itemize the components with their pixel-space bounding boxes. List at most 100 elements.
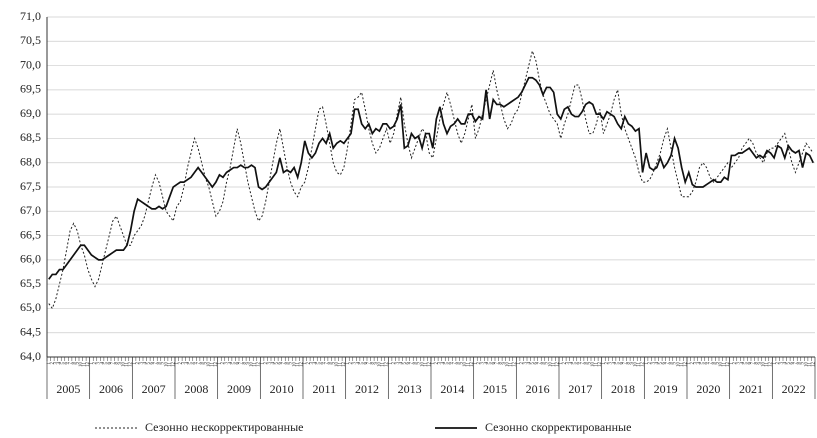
series-line: [48, 49, 814, 310]
x-tick-label: 2: [562, 362, 567, 365]
y-tick-label: 64,0: [20, 349, 41, 363]
year-label: 2014: [440, 382, 464, 396]
x-tick-label: 9: [246, 362, 251, 365]
x-tick-label: 8: [498, 362, 503, 365]
x-tick-label: 3: [267, 362, 272, 365]
x-tick-label: 7: [794, 362, 799, 365]
x-tick-label: 11: [253, 362, 258, 367]
x-tick-label: 3: [566, 362, 571, 365]
x-tick-label: 4: [100, 362, 105, 365]
x-tick-label: 9: [715, 362, 720, 365]
year-label: 2013: [398, 382, 422, 396]
x-tick-label: 1: [218, 362, 223, 365]
x-tick-label: 7: [495, 362, 500, 365]
y-tick-label: 70,5: [20, 33, 41, 47]
x-tick-label: 7: [452, 362, 457, 365]
x-tick-label: 9: [417, 362, 422, 365]
x-tick-label: 7: [410, 362, 415, 365]
x-tick-label: 2: [477, 362, 482, 365]
x-tick-label: 11: [637, 362, 642, 367]
x-tick-label: 11: [680, 362, 685, 367]
x-tick-label: 4: [58, 362, 63, 365]
x-tick-label: 12: [513, 362, 518, 368]
x-tick-label: 6: [790, 362, 795, 365]
x-tick-label: 7: [68, 362, 73, 365]
x-tick-label: 12: [342, 362, 347, 368]
x-tick-label: 1: [303, 362, 308, 365]
x-tick-label: 11: [765, 362, 770, 367]
x-tick-label: 2: [648, 362, 653, 365]
x-tick-label: 1: [644, 362, 649, 365]
x-tick-label: 3: [353, 362, 358, 365]
x-tick-label: 10: [164, 362, 169, 368]
x-tick-label: 4: [783, 362, 788, 365]
x-tick-label: 2: [136, 362, 141, 365]
y-tick-label: 71,0: [20, 9, 41, 23]
x-tick-label: 5: [573, 362, 578, 365]
year-label: 2016: [526, 382, 550, 396]
year-label: 2005: [56, 382, 80, 396]
x-tick-label: 12: [427, 362, 432, 368]
x-tick-label: 5: [360, 362, 365, 365]
x-tick-label: 9: [75, 362, 80, 365]
x-tick-label: 6: [193, 362, 198, 365]
x-tick-label: 11: [424, 362, 429, 367]
x-tick-label: 11: [210, 362, 215, 367]
x-tick-label: 12: [257, 362, 262, 368]
y-tick-label: 69,5: [20, 82, 41, 96]
x-tick-label: 8: [370, 362, 375, 365]
x-tick-label: 8: [72, 362, 77, 365]
x-tick-label: 2: [776, 362, 781, 365]
x-tick-label: 4: [399, 362, 404, 365]
x-tick-label: 2: [690, 362, 695, 365]
x-tick-label: 11: [168, 362, 173, 367]
y-tick-label: 66,0: [20, 252, 41, 266]
x-tick-label: 1: [687, 362, 692, 365]
x-tick-label: 5: [616, 362, 621, 365]
x-tick-label: 6: [619, 362, 624, 365]
x-tick-label: 7: [623, 362, 628, 365]
x-tick-label: 6: [534, 362, 539, 365]
x-tick-label: 5: [530, 362, 535, 365]
x-tick-label: 6: [321, 362, 326, 365]
y-tick-label: 66,5: [20, 227, 41, 241]
x-tick-label: 3: [54, 362, 59, 365]
x-tick-label: 7: [708, 362, 713, 365]
x-tick-label: 3: [779, 362, 784, 365]
x-tick-label: 5: [146, 362, 151, 365]
x-tick-label: 11: [594, 362, 599, 367]
x-tick-label: 3: [310, 362, 315, 365]
x-tick-label: 5: [232, 362, 237, 365]
x-tick-label: 7: [282, 362, 287, 365]
x-tick-label: 2: [520, 362, 525, 365]
x-tick-label: 12: [555, 362, 560, 368]
x-tick-label: 1: [602, 362, 607, 365]
y-tick-label: 69,0: [20, 106, 41, 120]
year-label: 2017: [568, 382, 592, 396]
x-tick-label: 8: [285, 362, 290, 365]
x-tick-label: 7: [751, 362, 756, 365]
x-tick-label: 10: [335, 362, 340, 368]
y-tick-label: 67,0: [20, 203, 41, 217]
x-tick-label: 4: [186, 362, 191, 365]
x-tick-label: 2: [392, 362, 397, 365]
legend-label: Сезонно скорректированные: [485, 420, 631, 434]
x-tick-label: 5: [488, 362, 493, 365]
x-tick-label: 4: [228, 362, 233, 365]
x-tick-label: 3: [438, 362, 443, 365]
x-tick-label: 4: [271, 362, 276, 365]
x-tick-label: 12: [214, 362, 219, 368]
x-tick-label: 7: [154, 362, 159, 365]
y-tick-label: 65,5: [20, 276, 41, 290]
x-tick-label: 8: [456, 362, 461, 365]
x-tick-label: 2: [264, 362, 269, 365]
x-tick-label: 2: [178, 362, 183, 365]
y-tick-label: 64,5: [20, 324, 41, 338]
x-tick-label: 1: [260, 362, 265, 365]
x-tick-label: 12: [811, 362, 816, 368]
x-tick-label: 7: [538, 362, 543, 365]
x-tick-label: 1: [730, 362, 735, 365]
x-tick-label: 11: [509, 362, 514, 367]
x-tick-label: 11: [296, 362, 301, 367]
x-tick-label: 2: [434, 362, 439, 365]
